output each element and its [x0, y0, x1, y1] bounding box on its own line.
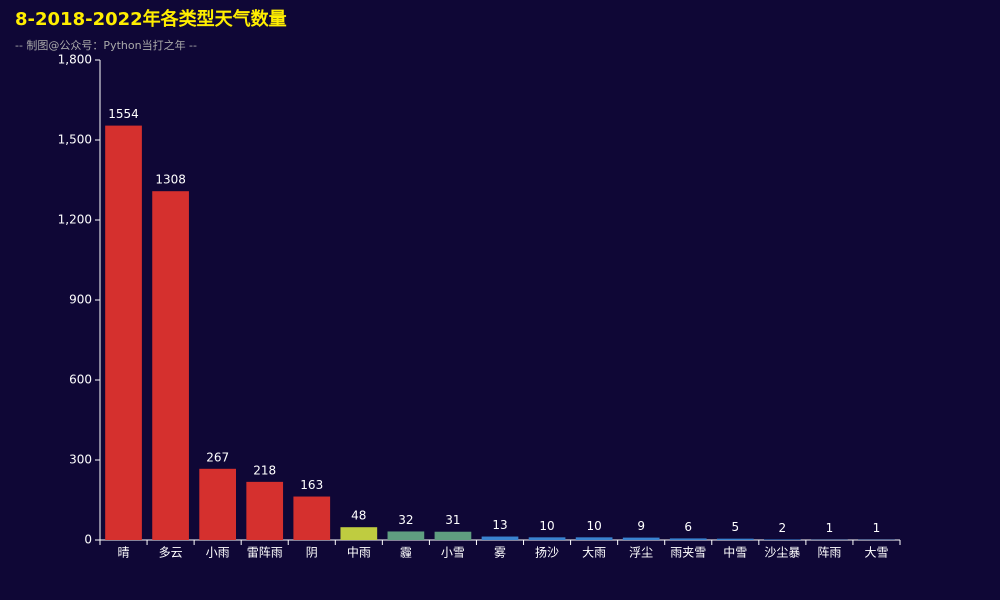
- y-tick-label: 1,800: [58, 53, 92, 67]
- value-label: 9: [637, 519, 645, 533]
- bar: [387, 531, 425, 540]
- value-label: 1: [826, 521, 834, 535]
- x-tick-label: 霾: [400, 546, 412, 560]
- y-tick-label: 1,500: [58, 133, 92, 147]
- x-tick-label: 雨夹雪: [670, 546, 706, 560]
- value-label: 1308: [155, 173, 186, 187]
- bar: [340, 527, 378, 540]
- x-tick-label: 小雪: [441, 546, 465, 560]
- x-tick-label: 小雨: [206, 546, 230, 560]
- x-tick-label: 中雨: [347, 545, 371, 560]
- chart-subtitle: -- 制图@公众号：Python当打之年 --: [15, 38, 197, 52]
- x-tick-label: 沙尘暴: [764, 546, 800, 560]
- value-label: 48: [351, 509, 366, 523]
- value-label: 1: [873, 521, 881, 535]
- x-tick-label: 中雪: [723, 545, 747, 560]
- bar: [105, 125, 142, 540]
- value-label: 10: [586, 519, 601, 533]
- bar: [199, 468, 236, 540]
- bar: [716, 538, 754, 540]
- bar: [669, 538, 707, 540]
- chart-title: 8-2018-2022年各类型天气数量: [15, 8, 287, 30]
- x-tick-label: 扬沙: [535, 545, 559, 560]
- value-label: 6: [684, 520, 692, 534]
- bar: [622, 537, 660, 540]
- y-tick-label: 1,200: [58, 213, 92, 227]
- value-label: 163: [300, 478, 323, 492]
- value-label: 5: [731, 520, 739, 534]
- x-tick-label: 阵雨: [817, 546, 841, 560]
- bar: [481, 536, 519, 540]
- bar: [434, 531, 472, 540]
- x-tick-label: 多云: [159, 546, 183, 560]
- y-tick-label: 900: [69, 293, 92, 307]
- value-label: 31: [445, 513, 460, 527]
- bar: [293, 496, 331, 540]
- value-label: 32: [398, 513, 413, 527]
- x-tick-label: 阴: [306, 546, 318, 560]
- bar: [152, 191, 189, 540]
- bar: [528, 537, 566, 540]
- value-label: 2: [779, 521, 787, 535]
- value-label: 1554: [108, 107, 139, 121]
- x-tick-label: 浮尘: [629, 546, 653, 560]
- x-tick-label: 晴: [118, 546, 130, 560]
- bar: [764, 539, 801, 540]
- bar: [575, 537, 613, 540]
- y-tick-label: 0: [84, 533, 92, 547]
- y-tick-label: 600: [69, 373, 92, 387]
- value-label: 10: [539, 519, 554, 533]
- value-label: 218: [253, 463, 276, 477]
- x-tick-label: 雷阵雨: [247, 546, 283, 560]
- x-tick-label: 雾: [494, 546, 506, 560]
- x-tick-label: 大雨: [582, 546, 606, 560]
- value-label: 13: [492, 518, 507, 532]
- x-tick-label: 大雪: [864, 546, 888, 560]
- value-label: 267: [206, 450, 229, 464]
- y-tick-label: 300: [69, 453, 92, 467]
- bar: [246, 481, 284, 540]
